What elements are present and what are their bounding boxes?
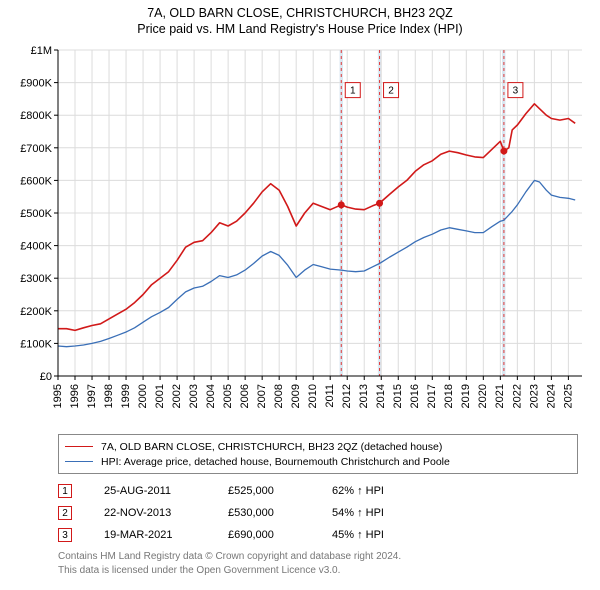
sales-row-pct: 45% ↑ HPI bbox=[332, 529, 432, 541]
x-tick-label: 2004 bbox=[205, 384, 217, 408]
x-tick-label: 2017 bbox=[426, 384, 438, 408]
x-tick-label: 2013 bbox=[358, 384, 370, 408]
y-tick-label: £0 bbox=[40, 371, 52, 383]
legend: 7A, OLD BARN CLOSE, CHRISTCHURCH, BH23 2… bbox=[58, 434, 578, 474]
x-tick-label: 2025 bbox=[562, 384, 574, 408]
x-tick-label: 2003 bbox=[188, 384, 200, 408]
sales-row: 1 25-AUG-2011 £525,000 62% ↑ HPI bbox=[58, 480, 578, 502]
footer-line-1: Contains HM Land Registry data © Crown c… bbox=[58, 550, 578, 564]
legend-label: HPI: Average price, detached house, Bour… bbox=[101, 456, 450, 468]
footer-line-2: This data is licensed under the Open Gov… bbox=[58, 564, 578, 578]
page-subtitle: Price paid vs. HM Land Registry's House … bbox=[0, 22, 600, 36]
price-chart: 1 2 3 £0 £100K £200K £300K £400K £500K £600K £700K… bbox=[0, 38, 600, 428]
x-tick-label: 2007 bbox=[256, 384, 268, 408]
legend-item: HPI: Average price, detached house, Bour… bbox=[65, 454, 571, 469]
legend-swatch bbox=[65, 446, 93, 447]
x-tick-label: 2009 bbox=[290, 384, 302, 408]
x-tick-label: 2000 bbox=[137, 384, 149, 408]
x-tick-label: 2014 bbox=[375, 384, 387, 408]
x-tick-label: 2016 bbox=[409, 384, 421, 408]
x-tick-label: 1998 bbox=[103, 384, 115, 408]
attribution-footer: Contains HM Land Registry data © Crown c… bbox=[58, 550, 578, 577]
x-tick-label: 2010 bbox=[307, 384, 319, 408]
sales-row-price: £690,000 bbox=[228, 529, 304, 541]
y-tick-label: £600K bbox=[20, 175, 52, 187]
sale-marker-number: 1 bbox=[350, 86, 356, 97]
y-tick-label: £400K bbox=[20, 241, 52, 253]
legend-label: 7A, OLD BARN CLOSE, CHRISTCHURCH, BH23 2… bbox=[101, 441, 442, 453]
x-tick-label: 2012 bbox=[341, 384, 353, 408]
x-tick-label: 2022 bbox=[511, 384, 523, 408]
sales-row-marker: 1 bbox=[58, 484, 72, 498]
sales-row-pct: 54% ↑ HPI bbox=[332, 507, 432, 519]
legend-item: 7A, OLD BARN CLOSE, CHRISTCHURCH, BH23 2… bbox=[65, 439, 571, 454]
sales-row-date: 25-AUG-2011 bbox=[104, 485, 200, 497]
x-tick-label: 2005 bbox=[222, 384, 234, 408]
x-tick-label: 2008 bbox=[273, 384, 285, 408]
sales-row-date: 19-MAR-2021 bbox=[104, 529, 200, 541]
x-tick-label: 2001 bbox=[154, 384, 166, 408]
x-tick-label: 2019 bbox=[460, 384, 472, 408]
sales-table: 1 25-AUG-2011 £525,000 62% ↑ HPI 2 22-NOV-201… bbox=[58, 480, 578, 546]
sales-row: 2 22-NOV-2013 £530,000 54% ↑ HPI bbox=[58, 502, 578, 524]
y-tick-label: £1M bbox=[31, 45, 52, 57]
sales-row-marker: 3 bbox=[58, 528, 72, 542]
page-title: 7A, OLD BARN CLOSE, CHRISTCHURCH, BH23 2… bbox=[0, 6, 600, 20]
y-tick-label: £900K bbox=[20, 78, 52, 90]
y-tick-label: £300K bbox=[20, 273, 52, 285]
x-tick-label: 2018 bbox=[443, 384, 455, 408]
x-tick-label: 2015 bbox=[392, 384, 404, 408]
sale-dot bbox=[376, 200, 383, 207]
x-tick-label: 1999 bbox=[120, 384, 132, 408]
sale-marker-number: 3 bbox=[513, 86, 519, 97]
sale-dot bbox=[500, 148, 507, 155]
y-tick-label: £700K bbox=[20, 143, 52, 155]
x-tick-label: 1997 bbox=[86, 384, 98, 408]
sales-row: 3 19-MAR-2021 £690,000 45% ↑ HPI bbox=[58, 524, 578, 546]
x-tick-label: 2006 bbox=[239, 384, 251, 408]
x-tick-label: 2011 bbox=[324, 384, 336, 408]
sale-dot bbox=[338, 201, 345, 208]
sales-row-date: 22-NOV-2013 bbox=[104, 507, 200, 519]
sales-row-marker: 2 bbox=[58, 506, 72, 520]
legend-swatch bbox=[65, 461, 93, 462]
x-tick-label: 2002 bbox=[171, 384, 183, 408]
y-tick-label: £800K bbox=[20, 110, 52, 122]
sales-row-price: £525,000 bbox=[228, 485, 304, 497]
y-tick-label: £200K bbox=[20, 306, 52, 318]
x-tick-label: 2023 bbox=[528, 384, 540, 408]
x-tick-label: 1996 bbox=[69, 384, 81, 408]
sale-marker-number: 2 bbox=[388, 86, 394, 97]
x-tick-label: 2021 bbox=[494, 384, 506, 408]
y-tick-label: £100K bbox=[20, 338, 52, 350]
sales-row-price: £530,000 bbox=[228, 507, 304, 519]
y-tick-label: £500K bbox=[20, 208, 52, 220]
sales-row-pct: 62% ↑ HPI bbox=[332, 485, 432, 497]
x-tick-label: 2024 bbox=[545, 384, 557, 408]
x-tick-label: 1995 bbox=[52, 384, 64, 408]
x-tick-label: 2020 bbox=[477, 384, 489, 408]
